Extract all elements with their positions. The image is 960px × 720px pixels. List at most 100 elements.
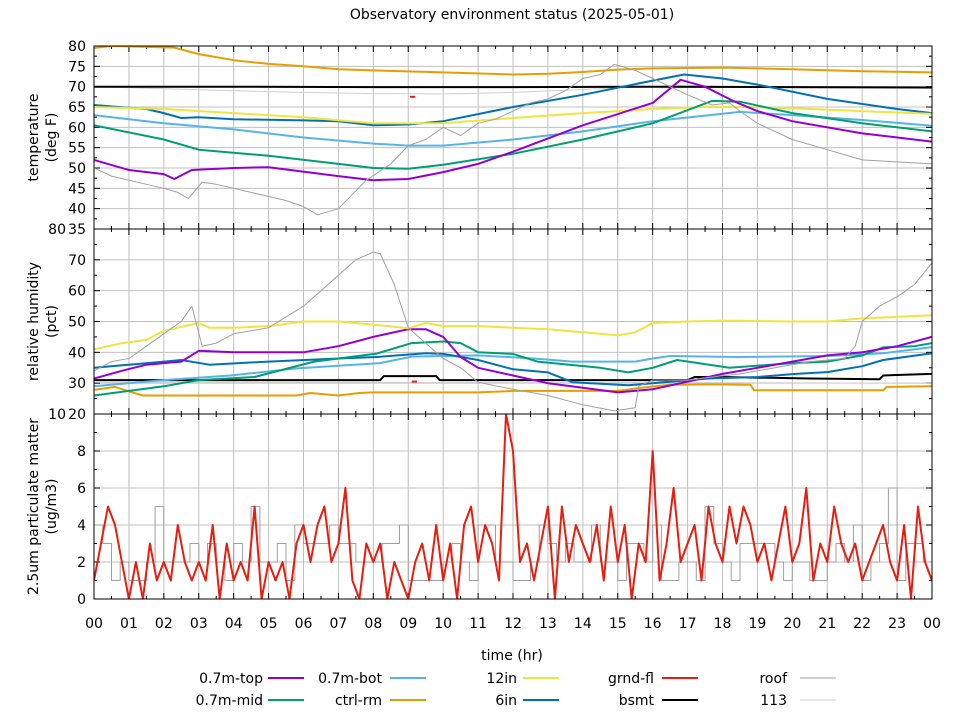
legend-item-0.7m-mid: 0.7m-mid xyxy=(196,693,304,709)
legend-item-6in: 6in xyxy=(495,693,559,709)
legend-item-12in: 12in xyxy=(486,671,559,687)
series-line-ctrl-rm xyxy=(94,383,932,397)
legend-item-0.7m-bot: 0.7m-bot xyxy=(318,671,426,687)
series-line-0.7m-bot xyxy=(94,346,932,388)
chart-title: Observatory environment status (2025-05-… xyxy=(350,7,674,23)
x-tick-label: 16 xyxy=(644,616,662,632)
x-tick-label: 04 xyxy=(225,616,243,632)
y-tick-label: 80 xyxy=(48,222,66,238)
series-line-113 xyxy=(94,381,932,384)
y-axis-label: 2.5um particulate matter xyxy=(26,418,42,595)
y-tick-label: 80 xyxy=(68,39,86,55)
legend-label: 0.7m-top xyxy=(199,671,263,687)
x-tick-label: 19 xyxy=(749,616,767,632)
series-line-6in xyxy=(94,352,932,387)
y-tick-label: 30 xyxy=(68,376,86,392)
series-line-6in xyxy=(94,73,932,127)
y-tick-label: 4 xyxy=(77,518,86,534)
y-tick-label: 10 xyxy=(48,407,66,423)
y-tick-label: 40 xyxy=(68,202,86,218)
legend-item-113: 113 xyxy=(760,693,836,709)
series-line-ctrl-rm xyxy=(94,46,932,76)
y-axis-label: (pct) xyxy=(44,305,60,338)
legend-label: 0.7m-mid xyxy=(196,693,263,709)
legend-label: 12in xyxy=(486,671,517,687)
legend-label: 0.7m-bot xyxy=(318,671,382,687)
x-tick-label: 20 xyxy=(783,616,801,632)
y-tick-label: 20 xyxy=(68,407,86,423)
y-tick-label: 8 xyxy=(77,444,86,460)
y-tick-label: 60 xyxy=(68,284,86,300)
x-tick-label: 11 xyxy=(469,616,487,632)
y-tick-label: 55 xyxy=(68,141,86,157)
x-tick-label: 05 xyxy=(260,616,278,632)
series-line-0.7m-top xyxy=(94,78,932,182)
x-tick-label: 10 xyxy=(434,616,452,632)
legend-label: bsmt xyxy=(619,693,655,709)
x-tick-label: 03 xyxy=(190,616,208,632)
series-line-bsmt xyxy=(94,372,932,382)
y-tick-label: 2 xyxy=(77,555,86,571)
y-axis-label: temperature xyxy=(26,94,42,182)
x-tick-label: 13 xyxy=(539,616,557,632)
x-tick-label: 21 xyxy=(818,616,836,632)
x-tick-label: 06 xyxy=(295,616,313,632)
y-tick-label: 50 xyxy=(68,161,86,177)
y-tick-label: 45 xyxy=(68,181,86,197)
x-tick-label: 02 xyxy=(155,616,173,632)
y-tick-label: 60 xyxy=(68,120,86,136)
y-tick-label: 65 xyxy=(68,100,86,116)
x-tick-label: 17 xyxy=(679,616,697,632)
x-tick-label: 18 xyxy=(714,616,732,632)
legend-item-grnd-fl: grnd-fl xyxy=(608,671,698,687)
x-tick-label: 22 xyxy=(853,616,871,632)
series-line-12in xyxy=(94,106,932,125)
panel-0: 35 40 45 50 55 60 65 70 75 80 temperature (deg F) xyxy=(26,39,933,238)
legend-label: 6in xyxy=(495,693,517,709)
series-line-12in xyxy=(94,314,932,351)
legend-item-roof: roof xyxy=(759,671,836,687)
series-line-0.7m-bot xyxy=(94,110,932,147)
series-line-grnd-fl xyxy=(94,414,932,599)
y-tick-label: 70 xyxy=(68,253,86,269)
x-axis-label: time (hr) xyxy=(481,648,543,664)
x-tick-label: 01 xyxy=(120,616,138,632)
y-tick-label: 6 xyxy=(77,481,86,497)
series-line-roof xyxy=(94,487,932,581)
x-tick-label: 07 xyxy=(330,616,348,632)
series-line-bsmt xyxy=(94,85,932,89)
series-line-roof xyxy=(94,251,932,412)
x-tick-label: 00 xyxy=(923,616,941,632)
x-tick-label: 08 xyxy=(364,616,382,632)
y-tick-label: 75 xyxy=(68,59,86,75)
legend-item-0.7m-top: 0.7m-top xyxy=(199,671,304,687)
x-tick-label: 00 xyxy=(85,616,103,632)
legend-label: 113 xyxy=(760,693,787,709)
series-line-0.7m-mid xyxy=(94,99,932,170)
series-line-roof xyxy=(94,63,932,216)
y-tick-label: 40 xyxy=(68,345,86,361)
legend-label: grnd-fl xyxy=(608,671,654,687)
legend-item-bsmt: bsmt xyxy=(619,693,698,709)
x-tick-label: 12 xyxy=(504,616,522,632)
y-axis-label: relative humidity xyxy=(26,262,42,381)
x-tick-label: 09 xyxy=(399,616,417,632)
y-tick-label: 50 xyxy=(68,315,86,331)
x-tick-label: 14 xyxy=(574,616,592,632)
y-tick-label: 35 xyxy=(68,222,86,238)
y-tick-label: 0 xyxy=(77,592,86,608)
y-tick-label: 70 xyxy=(68,80,86,96)
legend-label: ctrl-rm xyxy=(335,693,382,709)
series-line-0.7m-top xyxy=(94,328,932,394)
legend-label: roof xyxy=(759,671,788,687)
y-axis-label: (deg F) xyxy=(44,113,60,163)
legend-item-ctrl-rm: ctrl-rm xyxy=(335,693,426,709)
y-axis-label: (ug/m3) xyxy=(44,479,60,535)
legend: 0.7m-top 0.7m-mid 0.7m-bot ctrl-rm 12in 6in gr… xyxy=(196,671,836,709)
x-tick-label: 23 xyxy=(888,616,906,632)
x-tick-label: 15 xyxy=(609,616,627,632)
series-line-0.7m-mid xyxy=(94,340,932,397)
